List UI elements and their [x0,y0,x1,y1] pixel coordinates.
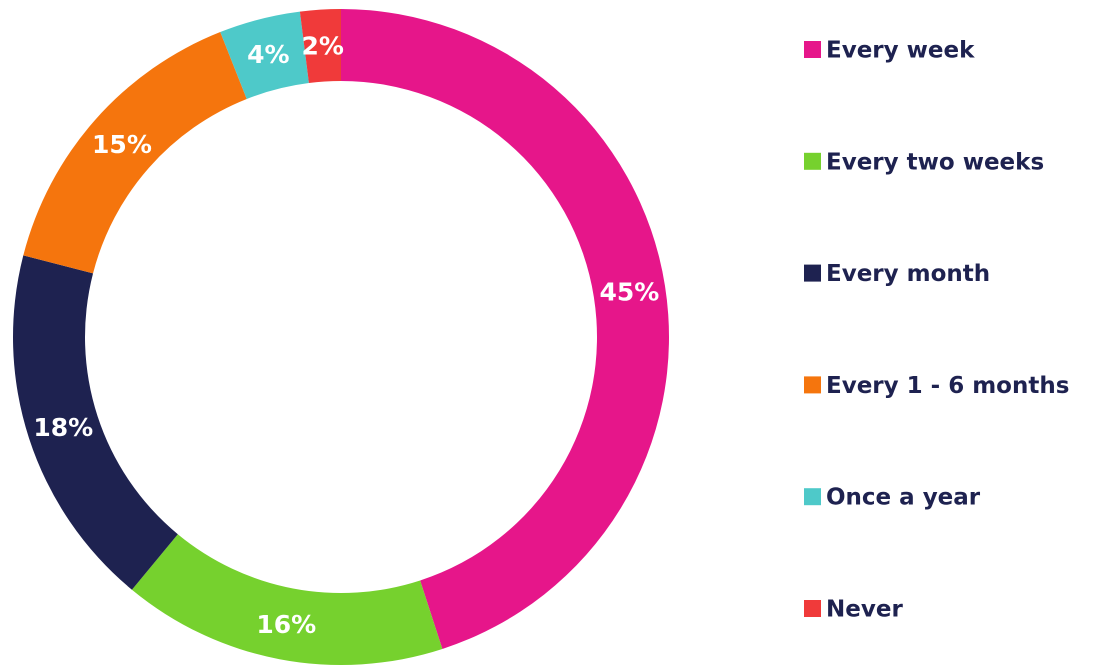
donut-slice [23,32,247,274]
donut-slice [131,534,443,665]
donut-slice [220,11,309,99]
donut-slice [341,9,669,649]
legend-label: Once a year [826,485,981,511]
value-label: 2% [301,32,343,61]
legend-swatch [804,376,821,394]
value-label: 18% [33,413,93,442]
legend-swatch [804,488,821,506]
donut-slice [13,255,178,590]
legend-label: Every week [826,38,975,64]
legend-swatch [804,264,821,282]
legend-label: Never [826,597,903,623]
legend-label: Every 1 - 6 months [826,373,1069,399]
legend-swatch [804,600,821,617]
value-label: 16% [256,610,316,639]
legend-label: Every two weeks [826,149,1044,175]
value-label: 15% [92,130,152,159]
value-label: 4% [247,40,289,69]
legend-label: Every month [826,261,990,287]
legend-swatch [804,152,821,170]
donut-slice [299,9,341,84]
value-label: 45% [599,277,659,306]
legend-swatch [804,41,821,58]
